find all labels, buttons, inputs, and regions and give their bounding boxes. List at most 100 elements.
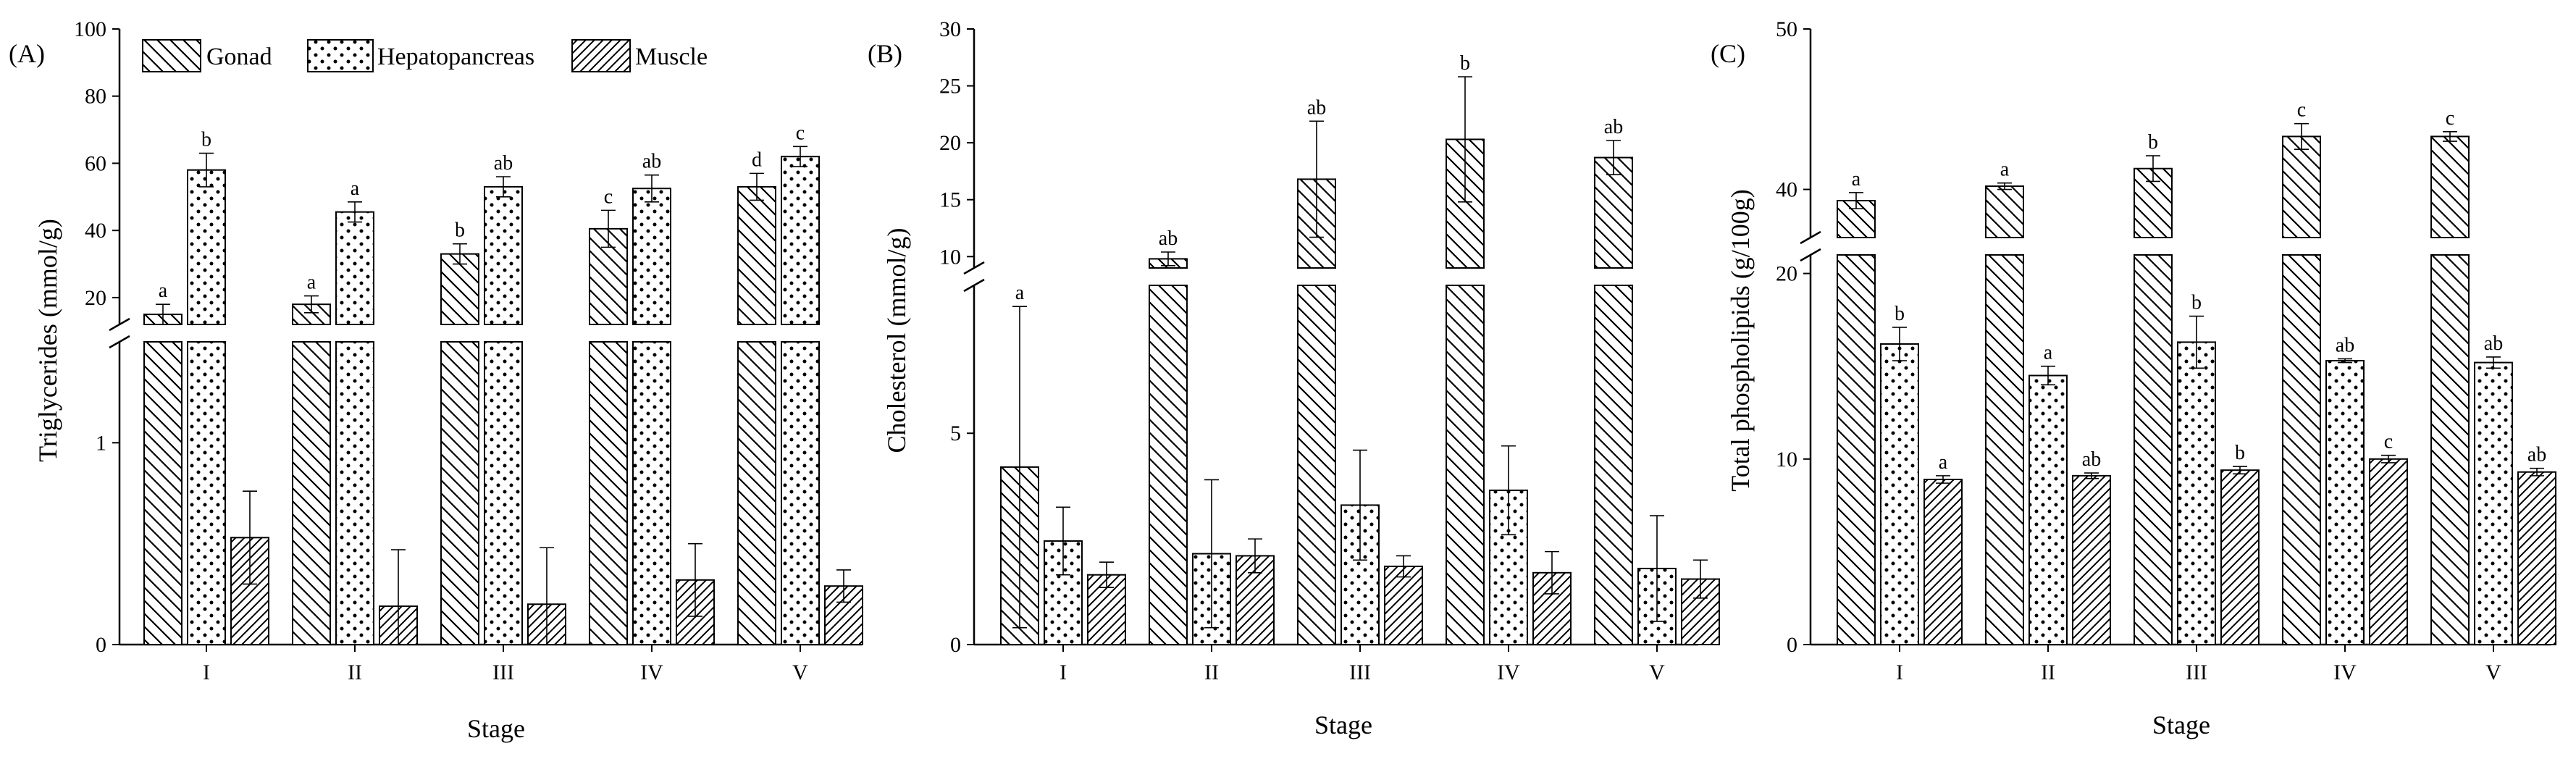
panel-b-ylabel: Cholesterol (mmol/g): [882, 228, 911, 453]
significance-letter: ab: [1159, 227, 1178, 250]
significance-letter: a: [307, 272, 316, 294]
bar-gonad: [2430, 135, 2470, 238]
significance-letter: b: [2148, 131, 2158, 154]
bar-gonad-lower: [2282, 254, 2321, 645]
panel-b-xlabel: Stage: [1314, 710, 1372, 739]
bar-muscle: [2517, 471, 2556, 645]
y-tick-label: 0: [96, 633, 106, 657]
panel-c-ylabel: Total phospholipids (g/100g): [1726, 189, 1755, 491]
y-tick-label: 100: [74, 17, 106, 41]
panel-b: 0 5 10 15 20 25 30 a Iab II ab III b IV ab V: [939, 17, 1720, 684]
significance-letter: ab: [1307, 96, 1326, 119]
significance-letter: a: [159, 280, 168, 302]
panel-a-xlabel: Stage: [467, 714, 525, 743]
y-tick-label: 30: [939, 17, 961, 41]
legend: Gonad Hepatopancreas Muscle: [142, 39, 708, 72]
panel-c-xlabel: Stage: [2152, 710, 2210, 739]
significance-letter: ab: [2336, 334, 2354, 356]
bar-gonad-lower: [589, 341, 628, 645]
axis-break-mark: [109, 317, 130, 332]
bar-hepatopancreas-lower: [335, 341, 374, 645]
x-tick-label: V: [1649, 661, 1665, 684]
significance-letter: b: [455, 219, 465, 242]
bar-gonad-lower: [1149, 285, 1188, 645]
significance-letter: ab: [2082, 448, 2101, 471]
bar-gonad-lower: [1985, 254, 2024, 645]
bar-hepatopancreas: [2325, 360, 2365, 645]
y-tick-label: 5: [950, 422, 961, 445]
bar-hepatopancreas-lower: [484, 341, 523, 645]
legend-swatch-muscle: [571, 39, 631, 72]
significance-letter: c: [796, 122, 805, 144]
legend-label-muscle: Muscle: [635, 43, 708, 70]
legend-swatch-hepatopancreas: [307, 39, 374, 72]
significance-letter: d: [752, 148, 762, 171]
x-tick-label: I: [203, 661, 210, 684]
y-tick-label: 20: [939, 131, 961, 155]
bar-hepatopancreas: [2029, 374, 2068, 645]
bar-hepatopancreas: [2177, 341, 2216, 645]
bar-gonad: [440, 253, 479, 325]
axis-break-mark: [963, 261, 985, 275]
significance-letter: a: [351, 177, 360, 200]
axis-break-mark: [1800, 248, 1821, 262]
significance-letter: b: [201, 129, 211, 151]
significance-letter: ab: [642, 151, 661, 173]
bar-hepatopancreas-lower: [781, 341, 820, 645]
axis-break-mark: [1800, 230, 1821, 245]
significance-letter: c: [2384, 431, 2393, 453]
bar-gonad: [1985, 185, 2024, 239]
y-tick-label: 60: [85, 151, 106, 175]
bar-muscle: [2072, 474, 2111, 645]
significance-letter: c: [604, 185, 613, 208]
bar-hepatopancreas: [484, 185, 523, 325]
significance-letter: b: [1895, 303, 1905, 325]
bar-gonad: [1594, 156, 1633, 269]
legend-swatch-gonad: [142, 39, 201, 72]
y-tick-label: 40: [1776, 178, 1797, 202]
bar-gonad-lower: [1594, 285, 1633, 645]
x-tick-label: III: [1349, 661, 1371, 684]
bar-hepatopancreas: [1880, 343, 1919, 645]
bar-gonad: [2282, 135, 2321, 238]
significance-letter: ab: [494, 152, 513, 175]
y-tick-label: 40: [85, 219, 106, 243]
y-tick-label: 1: [96, 431, 106, 455]
panel-label-a: (A): [9, 39, 45, 68]
bar-gonad-lower: [292, 341, 331, 645]
bar-hepatopancreas: [2474, 361, 2513, 645]
significance-letter: ab: [1604, 116, 1623, 138]
bar-gonad-lower: [2430, 254, 2470, 645]
x-tick-label: V: [2485, 661, 2501, 684]
significance-letter: b: [1460, 52, 1470, 75]
significance-letter: a: [2000, 159, 2010, 181]
significance-letter: ab: [2527, 444, 2546, 466]
bar-hepatopancreas: [335, 211, 374, 325]
bar-gonad-lower: [737, 341, 776, 645]
bar-hepatopancreas-lower: [187, 341, 226, 645]
y-tick-label: 15: [939, 188, 961, 212]
bar-gonad-lower: [440, 341, 479, 645]
significance-letter: c: [2446, 107, 2454, 130]
x-tick-label: II: [1204, 661, 1219, 684]
y-tick-label: 10: [939, 245, 961, 269]
y-tick-label: 20: [85, 286, 106, 310]
legend-label-gonad: Gonad: [206, 43, 272, 70]
legend-label-hepatopancreas: Hepatopancreas: [377, 43, 534, 70]
bar-hepatopancreas: [781, 156, 820, 325]
x-tick-label: II: [348, 661, 362, 684]
bar-muscle: [2220, 469, 2260, 646]
x-tick-label: III: [492, 661, 514, 684]
bar-muscle: [2369, 458, 2408, 645]
axis-break-mark: [109, 335, 130, 349]
x-tick-label: I: [1060, 661, 1067, 684]
x-tick-label: III: [2186, 661, 2207, 684]
bar-muscle: [824, 585, 863, 645]
bar-gonad: [737, 185, 776, 325]
y-tick-label: 50: [1776, 17, 1797, 41]
chart-marks: 0120406080100abIaaIIbabIIIcabIVdcV051015…: [74, 17, 2556, 684]
significance-letter: a: [2044, 342, 2053, 364]
